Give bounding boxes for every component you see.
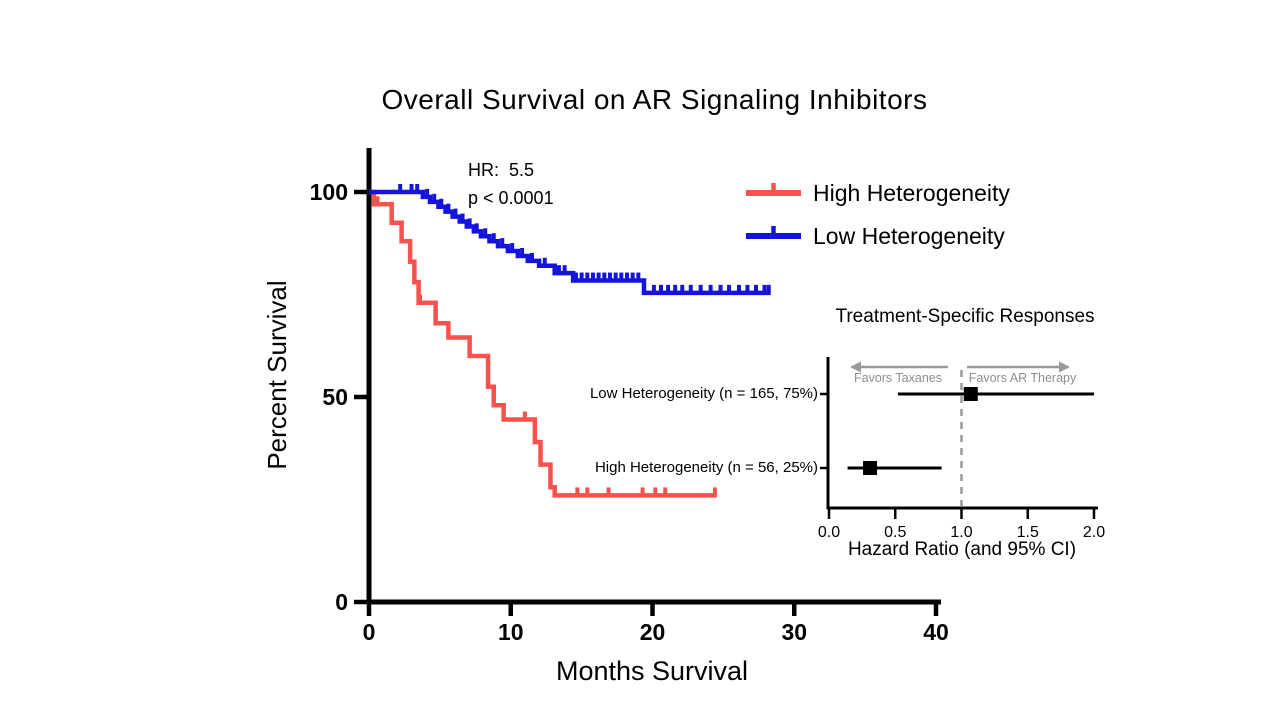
x-axis-label: Months Survival <box>555 656 749 686</box>
km-x-tick-label: 20 <box>640 619 666 645</box>
forest-x-tick-label: 1.0 <box>950 524 972 541</box>
forest-hr-marker <box>863 461 878 475</box>
km-x-tick-label: 30 <box>781 619 807 645</box>
forest-x-tick-label: 0.0 <box>818 524 840 541</box>
forest-x-tick-label: 0.5 <box>884 524 906 541</box>
forest-row-label-low: Low Heterogeneity (n = 165, 75%) <box>589 385 818 402</box>
forest-row-label-high: High Heterogeneity (n = 56, 25%) <box>594 459 818 476</box>
favors-taxanes-arrow-head <box>850 361 861 373</box>
favors-taxanes-label: Favors Taxanes <box>853 371 942 385</box>
forest-hr-marker <box>963 387 978 401</box>
km-y-tick-label: 100 <box>310 179 348 205</box>
km-y-tick-label: 0 <box>335 589 348 615</box>
km-curve-high-heterogeneity <box>369 189 717 498</box>
favors-ar-therapy-label: Favors AR Therapy <box>968 371 1077 385</box>
forest-x-tick-label: 1.5 <box>1017 524 1039 541</box>
km-x-tick-label: 10 <box>498 619 524 645</box>
favors-ar-therapy-arrow-head <box>1059 361 1070 373</box>
legend-label-low-heterogeneity: Low Heterogeneity <box>813 223 1005 249</box>
km-curve-low-heterogeneity <box>369 189 771 296</box>
hr-annotation: HR: 5.5 <box>468 160 535 180</box>
forest-x-axis-label: Hazard Ratio (and 95% CI) <box>847 539 1077 560</box>
km-y-tick-label: 50 <box>322 384 348 410</box>
km-x-tick-label: 0 <box>363 619 376 645</box>
inset-title: Treatment-Specific Responses <box>835 306 1095 327</box>
forest-x-tick-label: 2.0 <box>1083 524 1105 541</box>
pvalue-annotation: p < 0.0001 <box>468 188 554 208</box>
km-x-tick-label: 40 <box>923 619 949 645</box>
chart-title: Overall Survival on AR Signaling Inhibit… <box>381 84 928 115</box>
legend-label-high-heterogeneity: High Heterogeneity <box>813 180 1010 206</box>
